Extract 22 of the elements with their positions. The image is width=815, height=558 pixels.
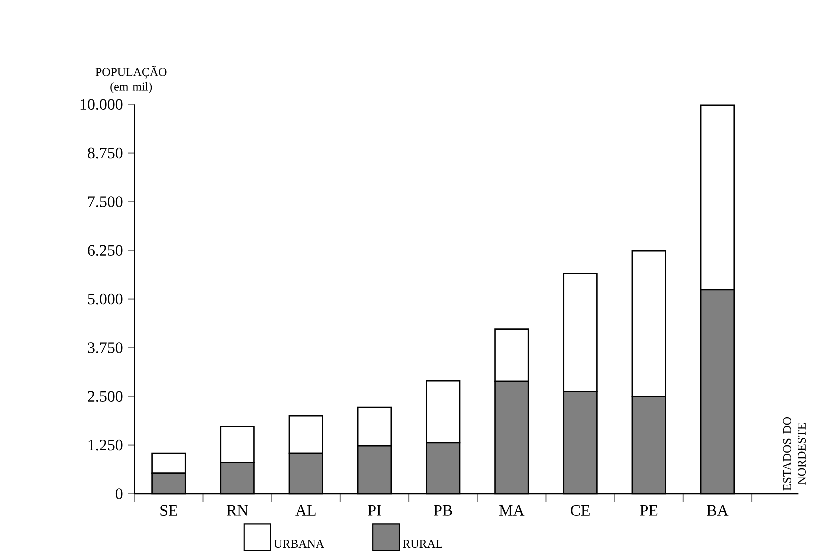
y-tick-label: 1.250: [88, 440, 123, 451]
x-tick-label: AL: [296, 505, 316, 516]
x-tick-label: BA: [707, 505, 729, 516]
y-tick-label: 2.500: [88, 391, 123, 402]
x-tick-label: MA: [500, 505, 525, 516]
x-tick-label: PI: [368, 505, 382, 516]
y-axis-title: POPULAÇÃO (em mil): [96, 66, 167, 94]
legend-label: URBANA: [274, 540, 324, 548]
legend-label: RURAL: [403, 540, 443, 548]
y-tick-label: 6.250: [88, 245, 123, 256]
y-tick-label: 3.750: [88, 342, 123, 354]
y-tick-label: 8.750: [88, 148, 123, 159]
y-tick-label: 10.000: [80, 99, 123, 110]
x-tick-label: SE: [160, 505, 178, 516]
annotation: ESTADOS DO NORDESTE: [783, 417, 806, 491]
x-tick-label: PE: [640, 505, 658, 516]
y-tick-label: 0: [116, 488, 123, 500]
y-tick-label: 7.500: [88, 196, 123, 208]
x-tick-label: CE: [570, 505, 590, 516]
y-tick-label: 5.000: [88, 294, 123, 305]
x-tick-label: RN: [226, 505, 248, 516]
x-tick-label: PB: [434, 505, 452, 516]
